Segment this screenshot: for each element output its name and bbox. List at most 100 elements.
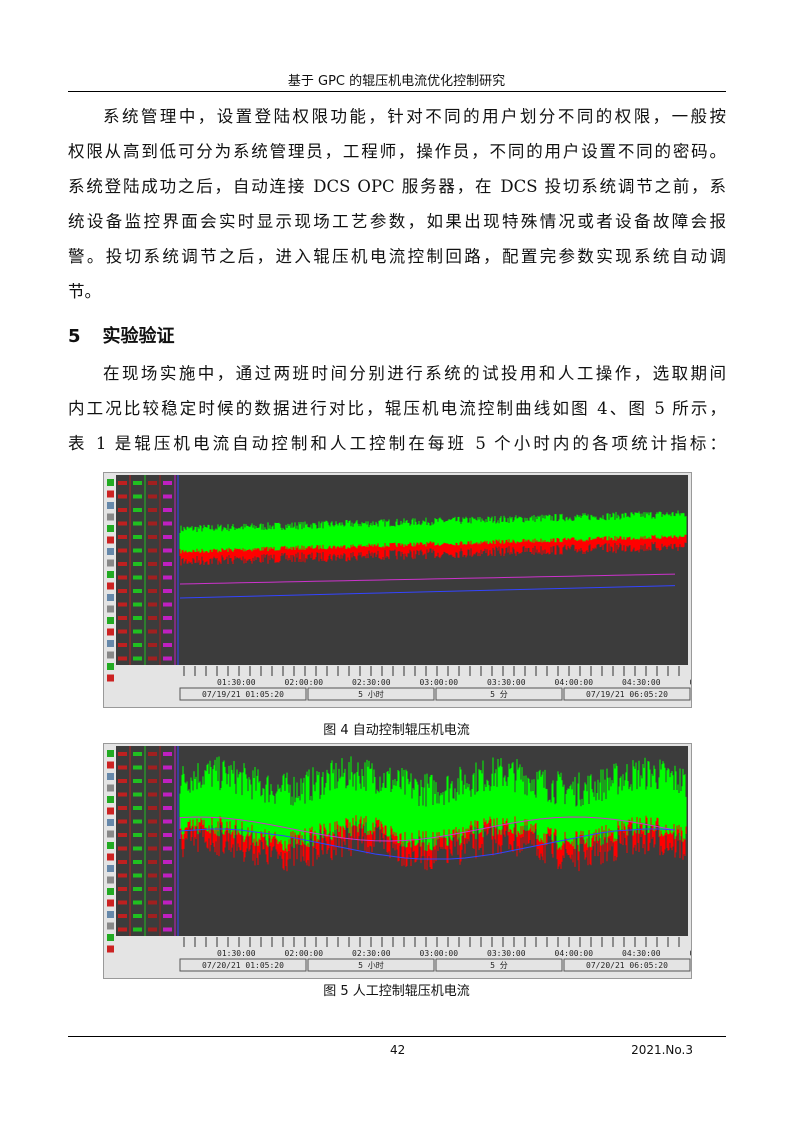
section-heading: 5 实验验证 <box>68 322 175 348</box>
scale-label <box>118 562 127 566</box>
scale-label <box>163 589 172 593</box>
scale-label <box>118 643 127 647</box>
scale-label <box>148 887 157 891</box>
toolbar-icon <box>107 922 114 930</box>
toolbar-icon <box>107 559 114 567</box>
scale-label <box>118 819 127 824</box>
toolbar-icon <box>107 899 114 907</box>
status-field-text: 07/19/21 06:05:20 <box>586 690 668 699</box>
status-field <box>563 687 691 701</box>
page-number: 42 <box>390 1043 406 1057</box>
status-field <box>179 687 307 701</box>
toolbar-icon <box>107 819 114 826</box>
toolbar-icon <box>107 876 114 884</box>
toolbar-icon <box>107 582 114 590</box>
scale-label <box>163 602 172 607</box>
toolbar-icon <box>107 674 114 682</box>
toolbar-icon <box>107 571 114 578</box>
scale-label <box>163 494 172 499</box>
scale-label <box>163 521 172 526</box>
scale-label <box>118 548 127 553</box>
scale-label <box>133 914 142 918</box>
series-current-b <box>179 531 687 566</box>
series-output <box>179 585 676 599</box>
scale-label <box>148 792 157 797</box>
scale-label <box>133 616 142 620</box>
scale-label <box>163 616 172 620</box>
time-tick-label: 04:00:00 <box>555 949 594 958</box>
scale-label <box>148 535 157 539</box>
scale-label <box>148 752 157 756</box>
text-line: 内工况比较稳定时候的数据进行对比，辊压机电流控制曲线如图 4、图 5 所示， <box>68 399 726 418</box>
scale-label <box>118 575 127 580</box>
scale-label <box>163 833 172 837</box>
toolbar-icon <box>107 761 114 769</box>
scale-label <box>133 535 142 539</box>
toolbar-icon <box>107 934 114 941</box>
scale-label <box>133 860 142 864</box>
toolbar-icon <box>107 842 114 849</box>
issue-label: 2021.No.3 <box>631 1043 693 1057</box>
status-field-text: 5 分 <box>490 961 508 970</box>
scale-label <box>133 589 142 593</box>
scale-label <box>163 927 172 932</box>
scale-label <box>133 887 142 891</box>
footer-rule <box>68 1036 726 1037</box>
text-line: 系统管理中，设置登陆权限功能，针对不同的用户划分不同的权限，一般按 <box>103 107 726 126</box>
scale-label <box>148 602 157 607</box>
scale-label <box>118 914 127 918</box>
time-tick-label: 02:00:00 <box>285 949 324 958</box>
time-tick-label: 01:30:00 <box>217 678 256 687</box>
scale-label <box>133 575 142 580</box>
series-setpoint <box>179 816 676 842</box>
toolbar-icon <box>107 796 114 803</box>
toolbar-icon <box>107 490 114 498</box>
scale-label <box>133 779 142 783</box>
time-tick-label: 03:30:00 <box>487 678 526 687</box>
scale-label <box>163 914 172 918</box>
scale-label <box>163 900 172 905</box>
running-header: 基于 GPC 的辊压机电流优化控制研究 <box>287 74 506 89</box>
time-tick-label: 05:00:00 <box>690 678 692 687</box>
scale-label <box>148 616 157 620</box>
scale-label <box>163 846 172 851</box>
scale-label <box>133 900 142 905</box>
scale-label <box>163 860 172 864</box>
toolbar-icon <box>107 945 114 953</box>
status-field <box>563 958 691 972</box>
scale-label <box>118 900 127 905</box>
toolbar-icon <box>107 651 114 659</box>
scale-label <box>118 535 127 539</box>
scale-label <box>118 481 127 485</box>
scale-label <box>133 656 142 661</box>
scale-label <box>148 860 157 864</box>
scale-label <box>133 833 142 837</box>
scale-label <box>133 481 142 485</box>
section-title: 实验验证 <box>102 326 175 347</box>
plot-area <box>116 475 688 665</box>
status-field-text: 07/20/21 01:05:20 <box>202 961 284 970</box>
status-field-text: 5 小时 <box>358 960 384 970</box>
scale-label <box>163 548 172 553</box>
scale-label <box>148 819 157 824</box>
scale-label <box>148 589 157 593</box>
scale-label <box>118 846 127 851</box>
scale-label <box>148 846 157 851</box>
toolbar-icon <box>107 594 114 601</box>
scale-label <box>133 927 142 932</box>
status-field <box>179 958 307 972</box>
scale-label <box>148 873 157 878</box>
scale-label <box>118 833 127 837</box>
header-rule <box>68 91 726 92</box>
scale-label <box>163 629 172 634</box>
series-current-a <box>179 510 687 554</box>
scale-label <box>148 562 157 566</box>
time-tick-label: 04:30:00 <box>622 678 661 687</box>
time-tick-label: 03:00:00 <box>420 949 459 958</box>
toolbar-icon <box>107 628 114 636</box>
scale-label <box>118 521 127 526</box>
section-number: 5 <box>68 326 81 347</box>
figure-caption: 图 5 人工控制辊压机电流 <box>323 984 470 999</box>
time-tick-label: 02:30:00 <box>352 678 391 687</box>
